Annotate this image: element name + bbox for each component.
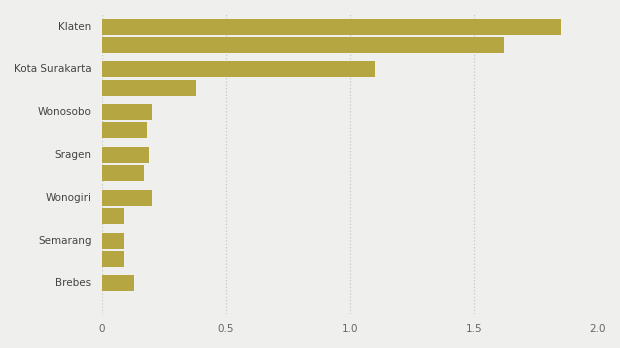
Bar bbox=[102, 19, 560, 35]
Bar bbox=[102, 251, 124, 267]
Bar bbox=[102, 165, 144, 181]
Bar bbox=[102, 122, 146, 139]
Bar bbox=[102, 80, 196, 96]
Bar bbox=[102, 104, 151, 120]
Bar bbox=[102, 190, 151, 206]
Bar bbox=[102, 62, 374, 78]
Bar bbox=[102, 37, 503, 53]
Bar bbox=[102, 147, 149, 163]
Bar bbox=[102, 232, 124, 248]
Bar bbox=[102, 275, 134, 291]
Bar bbox=[102, 208, 124, 224]
